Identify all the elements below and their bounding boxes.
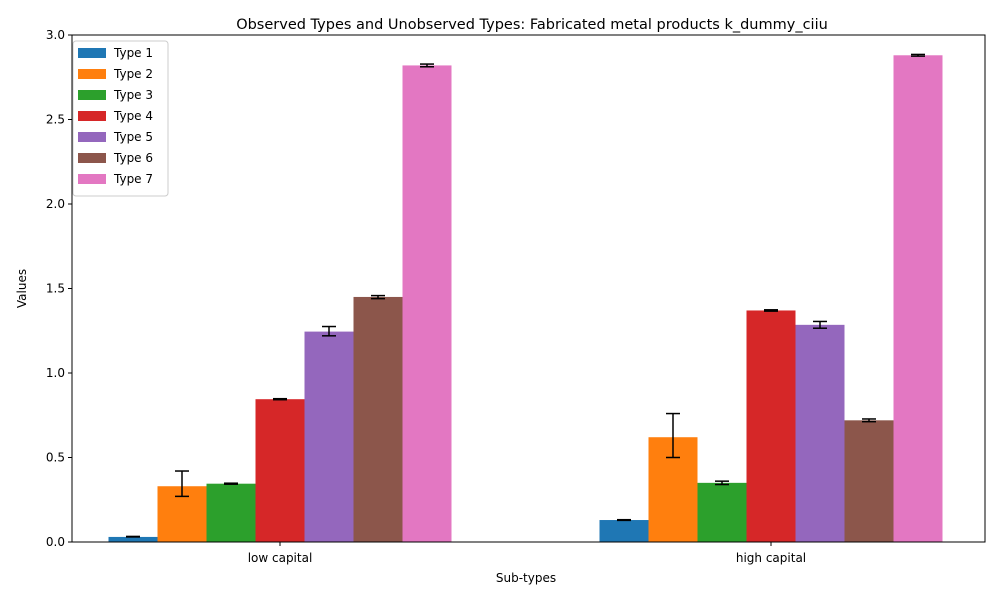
legend-label-type-5: Type 5: [113, 130, 153, 144]
y-tick-label: 3.0: [46, 28, 65, 42]
x-axis: low capital high capital: [248, 542, 806, 565]
error-bar-type-1-low-capital: [126, 535, 140, 538]
y-axis: 0.0 0.5 1.0 1.5 2.0 2.5 3.0: [46, 28, 72, 549]
bar-type-3-high-capital: [697, 482, 747, 542]
error-bar-type-2-low-capital: [175, 470, 189, 498]
legend-swatch-type-4: [78, 111, 106, 121]
legend: Type 1 Type 2 Type 3 Type 4 Type 5 Type 6 Type…: [72, 40, 169, 197]
x-tick-label: low capital: [248, 551, 313, 565]
legend-label-type-7: Type 7: [113, 172, 153, 186]
error-bar-type-6-high-capital: [862, 418, 876, 423]
legend-label-type-6: Type 6: [113, 151, 153, 165]
bar-type-5-low-capital: [304, 331, 354, 542]
x-axis-title: Sub-types: [496, 571, 556, 585]
bar-type-3-low-capital: [206, 483, 256, 542]
y-tick-label: 0.0: [46, 535, 65, 549]
bar-type-1-low-capital: [108, 536, 158, 542]
y-tick-label: 1.0: [46, 366, 65, 380]
chart-title: Observed Types and Unobserved Types: Fab…: [236, 17, 828, 33]
legend-swatch-type-5: [78, 132, 106, 142]
bar-type-6-high-capital: [844, 420, 894, 542]
error-bar-type-5-low-capital: [322, 325, 336, 337]
bar-type-4-high-capital: [746, 310, 796, 542]
y-tick-label: 1.5: [46, 282, 65, 296]
y-axis-title: Values: [15, 269, 29, 308]
legend-label-type-4: Type 4: [113, 109, 153, 123]
bar-type-7-low-capital: [402, 65, 452, 543]
error-bar-type-7-high-capital: [911, 53, 925, 57]
error-bar-type-4-high-capital: [764, 309, 778, 312]
error-bar-type-1-high-capital: [617, 518, 631, 522]
y-tick-label: 0.5: [46, 451, 65, 465]
error-bar-type-2-high-capital: [666, 412, 680, 459]
error-bar-type-7-low-capital: [420, 63, 434, 68]
error-bar-type-6-low-capital: [371, 294, 385, 300]
legend-swatch-type-6: [78, 153, 106, 163]
error-bar-type-4-low-capital: [273, 397, 287, 401]
bar-type-7-high-capital: [893, 55, 943, 542]
legend-swatch-type-7: [78, 174, 106, 184]
error-bars-layer: [126, 53, 925, 538]
bar-type-5-high-capital: [795, 324, 845, 542]
error-bar-type-3-low-capital: [224, 482, 238, 485]
legend-label-type-3: Type 3: [113, 88, 153, 102]
legend-label-type-2: Type 2: [113, 67, 153, 81]
y-tick-label: 2.5: [46, 113, 65, 127]
error-bar-type-3-high-capital: [715, 480, 729, 486]
legend-label-type-1: Type 1: [113, 46, 153, 60]
x-tick-label: high capital: [736, 551, 806, 565]
bar-type-6-low-capital: [353, 296, 403, 542]
bar-type-4-low-capital: [255, 399, 305, 542]
legend-swatch-type-2: [78, 69, 106, 79]
legend-swatch-type-1: [78, 48, 106, 58]
bar-type-1-high-capital: [599, 520, 649, 542]
y-tick-label: 2.0: [46, 197, 65, 211]
error-bar-type-5-high-capital: [813, 320, 827, 329]
bars-layer: [108, 55, 943, 543]
legend-swatch-type-3: [78, 90, 106, 100]
